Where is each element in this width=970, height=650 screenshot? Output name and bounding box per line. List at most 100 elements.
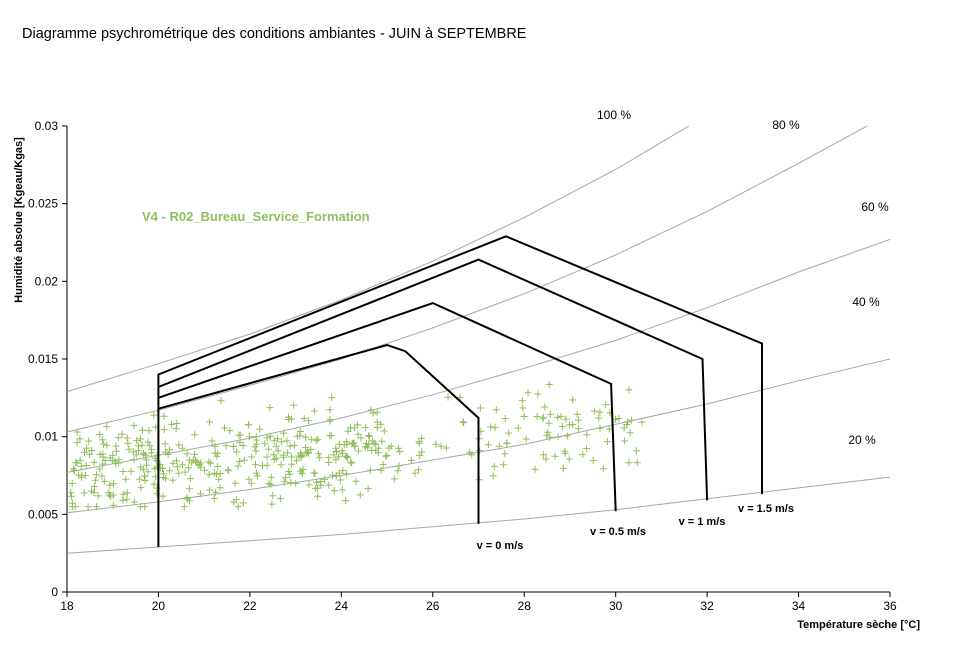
- data-point: [633, 459, 641, 467]
- data-point: [68, 480, 76, 487]
- data-point: [293, 457, 301, 465]
- data-point: [362, 424, 370, 432]
- data-point: [146, 442, 154, 450]
- data-point: [192, 457, 199, 464]
- data-point: [207, 459, 215, 467]
- data-point: [137, 463, 145, 471]
- data-point: [368, 447, 376, 454]
- data-point: [115, 456, 123, 464]
- x-tick-label: 36: [883, 599, 897, 613]
- data-point: [247, 479, 255, 487]
- data-point: [239, 499, 247, 507]
- data-point: [112, 460, 120, 467]
- data-point: [123, 434, 131, 442]
- data-point: [185, 456, 193, 464]
- data-point: [165, 446, 173, 454]
- data-point: [141, 503, 149, 511]
- data-point: [546, 433, 554, 441]
- data-point: [514, 424, 522, 432]
- data-point: [240, 456, 248, 464]
- data-point: [589, 457, 597, 464]
- rh-curve-label: 40 %: [852, 295, 880, 309]
- comfort-zones: v = 0 m/s v = 0.5 m/s v = 1 m/s v = 1.5 m/s: [157, 235, 794, 552]
- data-point: [141, 477, 149, 484]
- data-point: [78, 471, 86, 479]
- data-point: [565, 421, 573, 429]
- data-point: [179, 444, 187, 452]
- data-point: [114, 434, 122, 442]
- data-point: [268, 500, 276, 508]
- y-axis-label: Humidité absolue [Kgeau/Kgas]: [13, 137, 25, 303]
- data-point: [343, 453, 351, 461]
- rh-curve-label: 100 %: [597, 108, 631, 122]
- data-point: [310, 407, 318, 415]
- data-point: [286, 470, 294, 478]
- data-point: [274, 447, 282, 455]
- data-point: [77, 462, 85, 470]
- data-point: [76, 456, 84, 464]
- data-point: [339, 467, 347, 475]
- data-point: [233, 448, 241, 456]
- data-point: [444, 393, 452, 401]
- data-point: [70, 465, 77, 473]
- data-point: [208, 437, 216, 445]
- data-point: [579, 451, 587, 459]
- data-point: [503, 439, 511, 447]
- data-point: [274, 435, 281, 443]
- comfort-zone: [157, 302, 617, 512]
- y-tick-label: 0.03: [35, 119, 59, 133]
- data-point: [221, 424, 228, 432]
- data-point: [596, 408, 604, 416]
- data-point: [276, 495, 284, 503]
- data-point: [236, 431, 244, 439]
- data-point: [139, 426, 146, 434]
- data-point: [124, 439, 132, 447]
- data-point: [291, 441, 298, 449]
- data-point: [383, 451, 391, 459]
- data-point: [162, 448, 169, 456]
- data-point: [437, 442, 445, 450]
- data-point: [595, 414, 603, 422]
- data-point: [285, 468, 293, 475]
- comfort-zone: [157, 343, 480, 547]
- data-point: [283, 437, 291, 445]
- data-point: [267, 481, 275, 489]
- data-point: [130, 422, 138, 429]
- data-point: [615, 415, 623, 422]
- data-point: [554, 413, 562, 421]
- comfort-zone-label: v = 1.5 m/s: [738, 503, 794, 515]
- data-point: [81, 448, 88, 456]
- data-point: [191, 450, 198, 458]
- data-point: [252, 461, 259, 469]
- data-point: [127, 467, 135, 475]
- data-point: [91, 476, 99, 484]
- data-point: [92, 503, 100, 511]
- data-point: [313, 478, 321, 486]
- data-point: [261, 440, 269, 448]
- data-point: [87, 487, 95, 495]
- data-point: [191, 431, 199, 439]
- data-point: [69, 503, 76, 511]
- rh-curve: [66, 125, 868, 433]
- data-point: [272, 454, 280, 462]
- data-point: [374, 449, 382, 457]
- data-point: [150, 480, 158, 488]
- data-point: [418, 448, 426, 456]
- data-point: [354, 447, 362, 455]
- data-point: [411, 469, 419, 477]
- data-point: [103, 441, 111, 449]
- rh-curve-label: 20 %: [848, 433, 876, 447]
- data-point: [287, 453, 295, 461]
- data-point: [531, 465, 539, 473]
- data-point: [310, 469, 318, 477]
- data-point: [267, 473, 275, 481]
- comfort-zone: [157, 258, 709, 501]
- data-point: [297, 452, 305, 460]
- data-point: [73, 439, 81, 447]
- data-point: [144, 438, 152, 446]
- data-point: [370, 439, 378, 447]
- data-point: [210, 495, 218, 502]
- y-tick-label: 0: [51, 585, 58, 599]
- data-point: [520, 413, 528, 420]
